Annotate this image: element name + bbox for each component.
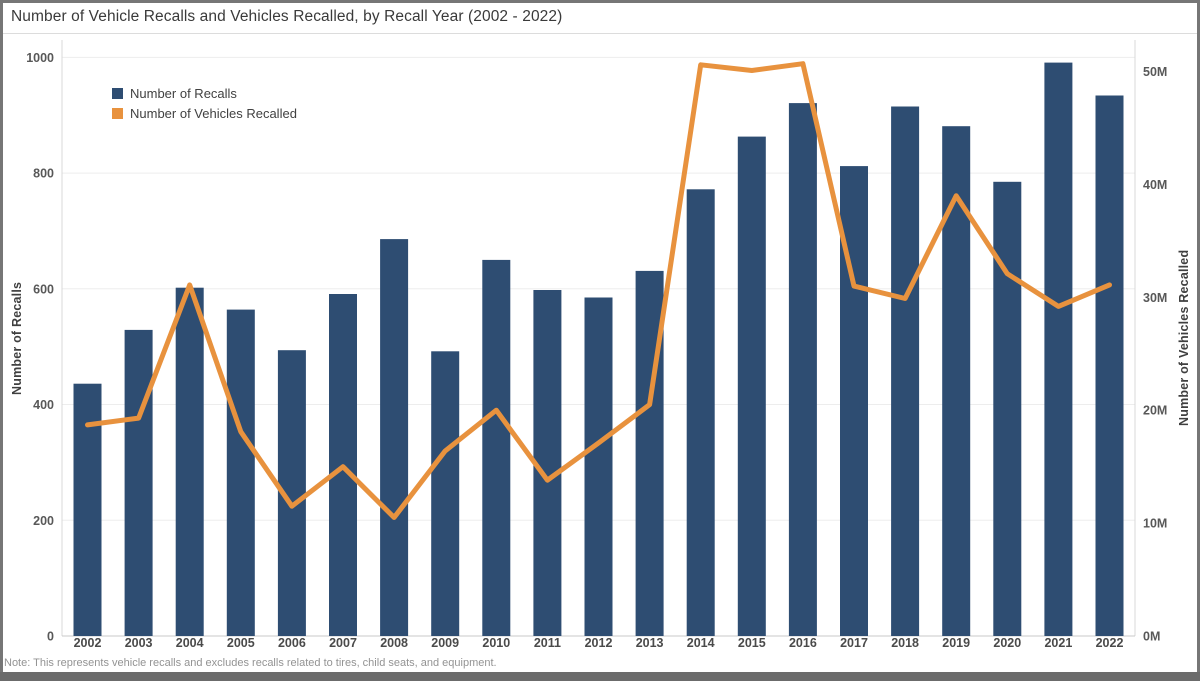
legend-label-vehicles: Number of Vehicles Recalled (130, 106, 297, 121)
vehicles-recalled-line[interactable] (85, 61, 1112, 520)
right-tick-50M: 50M (1143, 65, 1167, 79)
vehicles-swatch-icon (112, 108, 123, 119)
chart-area: 0 200 400 600 800 1000 0M 10M 20M 30M 40M 50M 2002 20… (0, 34, 1200, 656)
left-axis-title: Number of Recalls (10, 281, 24, 395)
right-tick-40M: 40M (1143, 178, 1167, 192)
bar-2016[interactable] (788, 103, 817, 637)
legend: Number of Recalls Number of Vehicles Rec… (112, 86, 297, 121)
x-tick-2003: 2003 (125, 636, 153, 650)
x-tick-2016: 2016 (789, 636, 817, 650)
x-tick-2007: 2007 (329, 636, 357, 650)
bar-2011[interactable] (533, 290, 562, 636)
left-tick-200: 200 (33, 514, 54, 528)
right-tick-0M: 0M (1143, 630, 1160, 644)
bar-2020[interactable] (993, 181, 1022, 637)
left-tick-600: 600 (33, 282, 54, 296)
x-tick-2020: 2020 (993, 636, 1021, 650)
bar-2014[interactable] (686, 189, 715, 637)
x-tick-2012: 2012 (585, 636, 613, 650)
bar-2008[interactable] (380, 239, 409, 636)
right-tick-10M: 10M (1143, 517, 1167, 531)
legend-item-vehicles[interactable]: Number of Vehicles Recalled (112, 106, 297, 121)
x-tick-2021: 2021 (1044, 636, 1072, 650)
right-tick-30M: 30M (1143, 291, 1167, 305)
x-tick-2005: 2005 (227, 636, 255, 650)
x-tick-2009: 2009 (431, 636, 459, 650)
recalls-chart-plot: 0 200 400 600 800 1000 0M 10M 20M 30M 40M 50M 2002 20… (26, 40, 1167, 650)
bar-2009[interactable] (431, 351, 460, 636)
footnote: Note: This represents vehicle recalls an… (4, 657, 497, 669)
chart-title: Number of Vehicle Recalls and Vehicles R… (11, 8, 563, 25)
x-tick-2008: 2008 (380, 636, 408, 650)
bar-2021[interactable] (1044, 62, 1073, 637)
bar-2005[interactable] (226, 309, 255, 636)
bar-2019[interactable] (942, 126, 971, 636)
x-tick-2010: 2010 (482, 636, 510, 650)
x-tick-2015: 2015 (738, 636, 766, 650)
x-tick-2013: 2013 (636, 636, 664, 650)
bar-2018[interactable] (891, 106, 920, 637)
bottom-strip (0, 672, 1200, 681)
left-tick-400: 400 (33, 398, 54, 412)
right-tick-20M: 20M (1143, 404, 1167, 418)
x-tick-2018: 2018 (891, 636, 919, 650)
legend-item-recalls[interactable]: Number of Recalls (112, 86, 297, 101)
x-tick-2004: 2004 (176, 636, 204, 650)
bar-2004[interactable] (175, 287, 204, 636)
bar-2022[interactable] (1095, 95, 1124, 637)
legend-label-recalls: Number of Recalls (130, 86, 237, 101)
x-tick-2019: 2019 (942, 636, 970, 650)
bar-2010[interactable] (482, 259, 511, 636)
x-tick-2002: 2002 (74, 636, 102, 650)
x-tick-2011: 2011 (534, 636, 561, 650)
title-divider (3, 33, 1197, 34)
left-tick-0: 0 (47, 630, 54, 644)
bar-2012[interactable] (584, 297, 613, 637)
bar-2015[interactable] (737, 136, 766, 636)
bar-2003[interactable] (124, 329, 153, 636)
x-tick-2014: 2014 (687, 636, 715, 650)
x-tick-2006: 2006 (278, 636, 306, 650)
left-tick-800: 800 (33, 167, 54, 181)
recalls-swatch-icon (112, 88, 123, 99)
x-tick-2017: 2017 (840, 636, 868, 650)
x-tick-2022: 2022 (1096, 636, 1124, 650)
left-tick-1000: 1000 (26, 51, 54, 65)
right-axis-title: Number of Vehicles Recalled (1177, 249, 1191, 427)
chart-title-bar: Number of Vehicle Recalls and Vehicles R… (3, 3, 1197, 33)
